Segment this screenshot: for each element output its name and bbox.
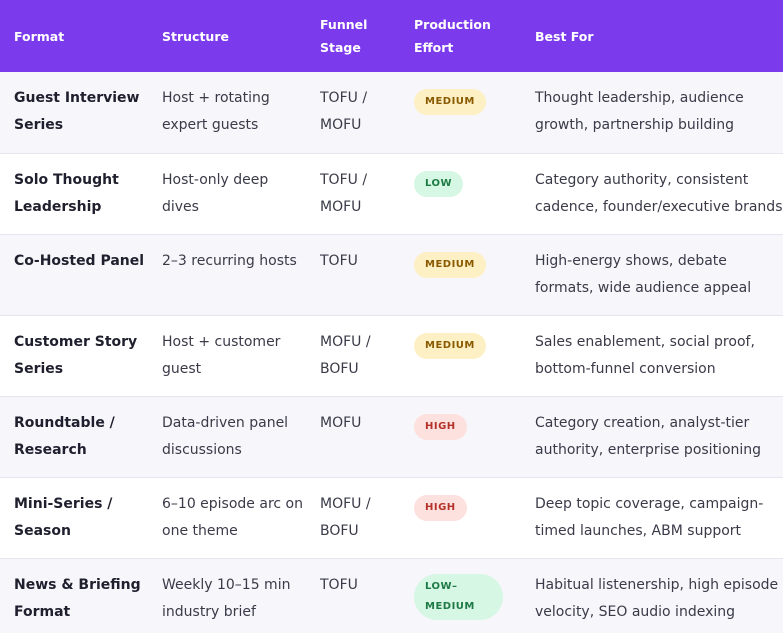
table-row: Roundtable / Research Data-driven panel …	[0, 396, 783, 477]
structure-cell: 6–10 episode arc on one theme	[162, 495, 303, 539]
effort-badge: HIGH	[414, 494, 467, 521]
table-row: News & Briefing Format Weekly 10–15 min …	[0, 558, 783, 633]
funnel-cell: TOFU / MOFU	[320, 171, 368, 215]
structure-cell: 2–3 recurring hosts	[162, 252, 297, 269]
effort-badge: MEDIUM	[414, 89, 486, 115]
structure-cell: Host + customer guest	[162, 333, 281, 377]
best-for-cell: Category creation, analyst-tier authorit…	[535, 414, 762, 458]
structure-cell: Weekly 10–15 min industry brief	[162, 576, 291, 620]
format-cell: Solo Thought Leadership	[14, 171, 119, 215]
funnel-cell: MOFU / BOFU	[320, 495, 371, 539]
effort-cell: LOW	[402, 153, 523, 234]
header-best-for: Best For	[535, 28, 594, 44]
format-cell: Co-Hosted Panel	[14, 252, 145, 269]
best-for-cell: Sales enablement, social proof, bottom-f…	[535, 333, 755, 377]
header-format: Format	[14, 28, 65, 44]
header-row: Format Structure Funnel Stage Production E…	[0, 0, 783, 72]
format-cell: News & Briefing Format	[14, 576, 141, 620]
effort-cell: MEDIUM	[402, 234, 523, 315]
format-cell: Guest Interview Series	[14, 90, 140, 133]
effort-badge: LOW	[414, 170, 464, 197]
best-for-cell: Category authority, consistent cadence, …	[535, 171, 783, 215]
effort-cell: MEDIUM	[402, 72, 523, 153]
effort-cell: HIGH	[402, 477, 523, 558]
format-cell: Mini-Series / Season	[14, 495, 113, 539]
structure-cell: Data-driven panel discussions	[162, 414, 289, 458]
table-row: Customer Story Series Host + customer gu…	[0, 315, 783, 396]
effort-badge: LOW–MEDIUM	[414, 573, 503, 620]
format-cell: Customer Story Series	[14, 333, 138, 377]
funnel-cell: TOFU	[320, 576, 358, 593]
funnel-cell: MOFU	[320, 414, 362, 431]
header-funnel-stage: Funnel Stage	[320, 17, 368, 55]
structure-cell: Host + rotating expert guests	[162, 90, 270, 133]
table-row: Co-Hosted Panel 2–3 recurring hosts TOFU…	[0, 234, 783, 315]
best-for-cell: Habitual listenership, high episode velo…	[535, 576, 779, 620]
effort-cell: MEDIUM	[402, 315, 523, 396]
effort-badge: MEDIUM	[414, 332, 486, 359]
header-production-effort: Production Effort	[414, 17, 491, 55]
header-structure: Structure	[162, 28, 229, 44]
best-for-cell: Deep topic coverage, campaign-timed laun…	[535, 495, 764, 539]
effort-badge: HIGH	[414, 413, 467, 440]
table-row: Solo Thought Leadership Host-only deep d…	[0, 153, 783, 234]
effort-cell: HIGH	[402, 396, 523, 477]
format-cell: Roundtable / Research	[14, 414, 115, 458]
table-row: Mini-Series / Season 6–10 episode arc on…	[0, 477, 783, 558]
funnel-cell: TOFU / MOFU	[320, 90, 368, 133]
best-for-cell: Thought leadership, audience growth, par…	[535, 90, 744, 133]
funnel-cell: MOFU / BOFU	[320, 333, 371, 377]
structure-cell: Host-only deep dives	[162, 171, 269, 215]
best-for-cell: High-energy shows, debate formats, wide …	[535, 252, 752, 296]
funnel-cell: TOFU	[320, 252, 358, 269]
table-row: Guest Interview Series Host + rotating e…	[0, 72, 783, 153]
effort-cell: LOW–MEDIUM	[402, 558, 523, 633]
effort-badge: MEDIUM	[414, 251, 486, 278]
